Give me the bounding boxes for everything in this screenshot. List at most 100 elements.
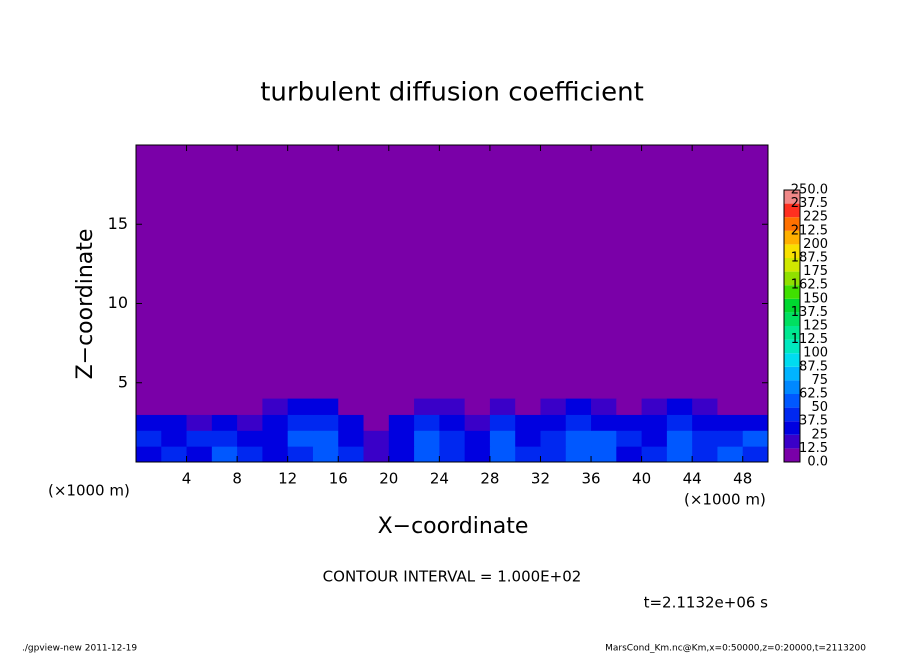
cell	[515, 414, 541, 431]
cell	[717, 430, 744, 447]
x-unit: (×1000 m)	[48, 482, 130, 500]
colorbar-label: 62.5	[799, 387, 828, 402]
y-tick-label: 10	[108, 293, 128, 312]
contour-interval: CONTOUR INTERVAL = 1.000E+02	[323, 568, 582, 586]
colorbar-label: 112.5	[791, 332, 828, 347]
time-label: t=2.1132e+06 s	[644, 594, 769, 612]
cell	[136, 414, 162, 431]
colorbar-band	[784, 394, 800, 408]
colorbar-band	[784, 448, 800, 462]
cell	[591, 398, 617, 415]
cell	[338, 398, 365, 415]
cell	[591, 414, 617, 431]
cell	[388, 414, 415, 431]
colorbar-band	[784, 407, 800, 422]
cell	[211, 446, 238, 463]
y-tick-label: 15	[108, 214, 128, 233]
cell	[363, 398, 390, 415]
cell	[338, 430, 365, 447]
cell	[489, 430, 516, 447]
cell	[666, 398, 693, 415]
colorbar-frame	[783, 189, 801, 463]
x-axis-label: X−coordinate	[378, 514, 529, 539]
cell	[591, 446, 617, 463]
cell	[287, 430, 314, 447]
cell	[161, 446, 188, 463]
y-tick-label: 5	[118, 372, 128, 391]
colorbar-band	[784, 421, 800, 435]
x-tick-label: 4	[182, 470, 192, 488]
y-axis-label: Z−coordinate	[73, 229, 98, 380]
colorbar-band	[784, 326, 800, 340]
cell	[692, 446, 718, 463]
colorbar-band	[784, 190, 800, 204]
cell	[439, 398, 466, 415]
colorbar-label: 250.0	[791, 183, 828, 198]
cell	[161, 398, 188, 415]
cell	[666, 446, 693, 463]
colorbar-band	[784, 230, 800, 245]
x-tick-label: 36	[581, 470, 600, 488]
x-tick-label: 32	[531, 470, 550, 488]
cell	[540, 430, 567, 447]
cell	[414, 398, 440, 415]
cell	[742, 430, 769, 447]
colorbar-band	[784, 217, 800, 231]
cell	[287, 446, 314, 463]
cell	[666, 430, 693, 447]
colorbar-label: 200	[803, 237, 828, 252]
colorbar-band	[784, 380, 800, 394]
colorbar-label: 0.0	[807, 455, 828, 470]
colorbar-band	[784, 258, 800, 272]
cell	[742, 446, 769, 463]
cell	[616, 414, 643, 431]
cell	[489, 398, 516, 415]
x-tick-label: 8	[232, 470, 242, 488]
cell	[262, 446, 289, 463]
cell	[388, 446, 415, 463]
cell	[565, 446, 592, 463]
x-tick-label: 24	[430, 470, 449, 488]
cell	[439, 430, 466, 447]
footer: MarsCond_Km.nc@Km,x=0:50000,z=0:20000,t=…	[605, 644, 866, 654]
colorbar-label: 25	[811, 427, 828, 442]
cell	[237, 398, 263, 415]
cell	[565, 398, 592, 415]
colorbar-band	[784, 312, 800, 326]
colorbar-label: 212.5	[791, 223, 828, 238]
cell	[388, 430, 415, 447]
colorbar-band	[784, 271, 800, 286]
cell	[388, 398, 415, 415]
cell	[742, 414, 769, 431]
cell	[515, 398, 541, 415]
cell	[312, 398, 339, 415]
cell	[717, 414, 744, 431]
cell	[717, 446, 744, 463]
colorbar-label: 50	[811, 400, 828, 415]
colorbar-label: 125	[803, 319, 828, 334]
cell	[616, 446, 643, 463]
cell	[540, 398, 567, 415]
cell	[186, 430, 213, 447]
cell	[161, 414, 188, 431]
cell	[439, 414, 466, 431]
cell	[161, 430, 188, 447]
cell	[540, 414, 567, 431]
colorbar-band	[784, 366, 800, 381]
cell	[540, 446, 567, 463]
cell	[211, 398, 238, 415]
cell	[186, 414, 213, 431]
colorbar-label: 100	[803, 346, 828, 361]
cell	[414, 414, 440, 431]
cell	[464, 414, 491, 431]
cell	[363, 414, 390, 431]
cell	[464, 398, 491, 415]
cell	[742, 398, 769, 415]
cell	[489, 446, 516, 463]
cell	[186, 398, 213, 415]
cell	[312, 430, 339, 447]
colorbar-label: 187.5	[791, 251, 828, 266]
colorbar-label: 237.5	[791, 196, 828, 211]
colorbar-band	[784, 285, 800, 299]
cell	[616, 398, 643, 415]
